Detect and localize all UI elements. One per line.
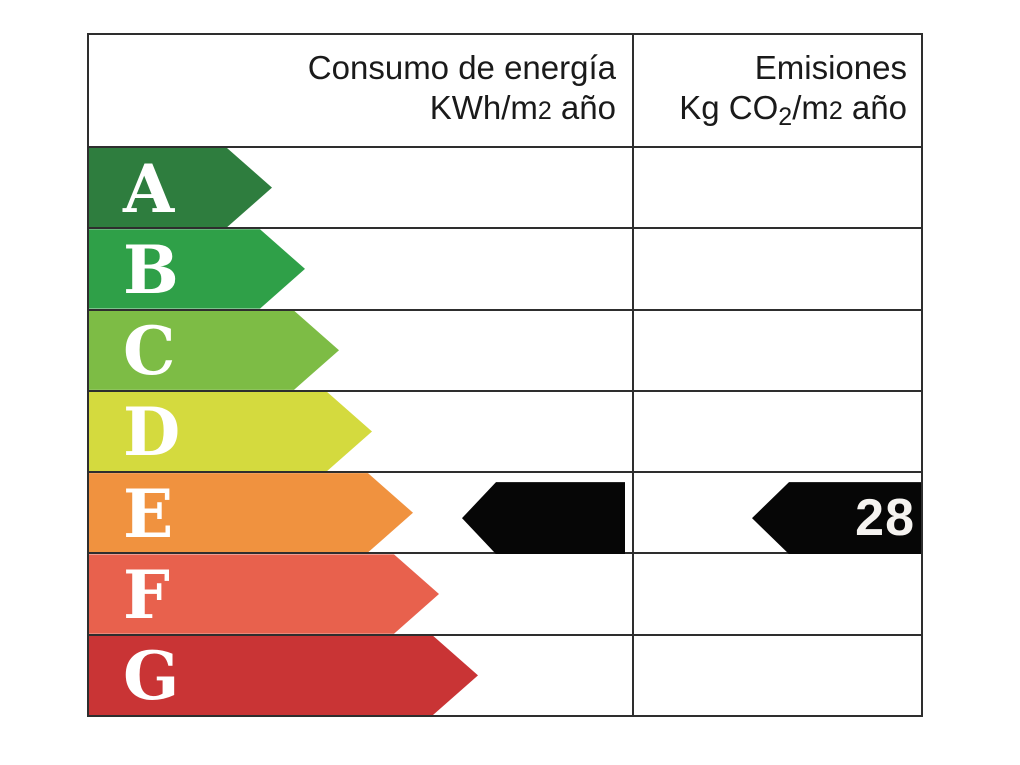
emisiones-cell-e: 28 [634, 473, 921, 555]
rating-arrow-a: A [89, 148, 272, 227]
rating-cell-b: B [89, 229, 634, 308]
rating-cell-g: G [89, 635, 634, 715]
rating-row-f: F [89, 554, 921, 636]
energy-certificate-table: Consumo de energía KWh/m2 año Emisiones … [87, 33, 923, 717]
consumo-header-line1: Consumo de energía [307, 49, 616, 86]
rating-row-b: B [89, 229, 921, 311]
rating-letter-b: B [123, 230, 179, 309]
rating-cell-c: C [89, 310, 634, 390]
emisiones-cell-d [634, 392, 921, 471]
rating-letter-d: D [123, 393, 181, 472]
rating-rows: A B C D [89, 148, 921, 715]
emisiones-cell-b [634, 229, 921, 308]
rating-row-d: D [89, 391, 921, 474]
header-emisiones-column: Emisiones Kg CO2/m2 año [634, 35, 921, 146]
consumo-unit-exponent: 2 [537, 97, 552, 125]
emisiones-rating-marker-arrow: 28 [752, 482, 921, 555]
emisiones-cell-f [634, 554, 921, 633]
rating-arrow-b: B [89, 229, 305, 308]
emisiones-cell-g [634, 636, 921, 715]
emisiones-cell-a [634, 148, 921, 227]
emisiones-unit-text: Kg CO [679, 89, 779, 126]
table-header: Consumo de energía KWh/m2 año Emisiones … [89, 35, 921, 148]
rating-cell-a: A [89, 148, 634, 227]
rating-letter-c: C [123, 312, 176, 391]
consumo-header-line2: KWh/m2 año [89, 88, 616, 131]
rating-cell-e: E [89, 473, 634, 555]
rating-letter-g: G [123, 637, 180, 716]
rating-letter-e: E [123, 474, 174, 553]
rating-row-a: A [89, 148, 921, 230]
rating-row-g: G [89, 635, 921, 715]
emisiones-cell-c [634, 311, 921, 390]
emisiones-header-line2: Kg CO2/m2 año [634, 88, 907, 137]
rating-row-e: E 28 [89, 473, 921, 555]
rating-row-c: C [89, 310, 921, 392]
rating-arrow-f: F [89, 554, 439, 633]
rating-arrow-e: E [89, 473, 413, 552]
emisiones-unit-exponent: 2 [828, 97, 843, 125]
rating-arrow-d: D [89, 392, 372, 471]
rating-letter-a: A [123, 149, 175, 228]
consumo-rating-marker-arrow [462, 482, 625, 555]
emisiones-co2-subscript: 2 [778, 103, 793, 131]
emisiones-unit-mid: /m [792, 89, 829, 126]
rating-cell-f: F [89, 554, 634, 633]
header-consumo-column: Consumo de energía KWh/m2 año [89, 35, 634, 146]
emisiones-header-line1: Emisiones [754, 49, 907, 86]
rating-letter-f: F [123, 556, 170, 635]
consumo-unit-text: KWh/m [429, 89, 538, 126]
rating-cell-d: D [89, 391, 634, 471]
emisiones-value: 28 [855, 489, 915, 548]
rating-arrow-g: G [89, 636, 478, 715]
emisiones-unit-suffix: año [842, 89, 907, 126]
rating-arrow-c: C [89, 311, 339, 390]
consumo-unit-suffix: año [551, 89, 616, 126]
